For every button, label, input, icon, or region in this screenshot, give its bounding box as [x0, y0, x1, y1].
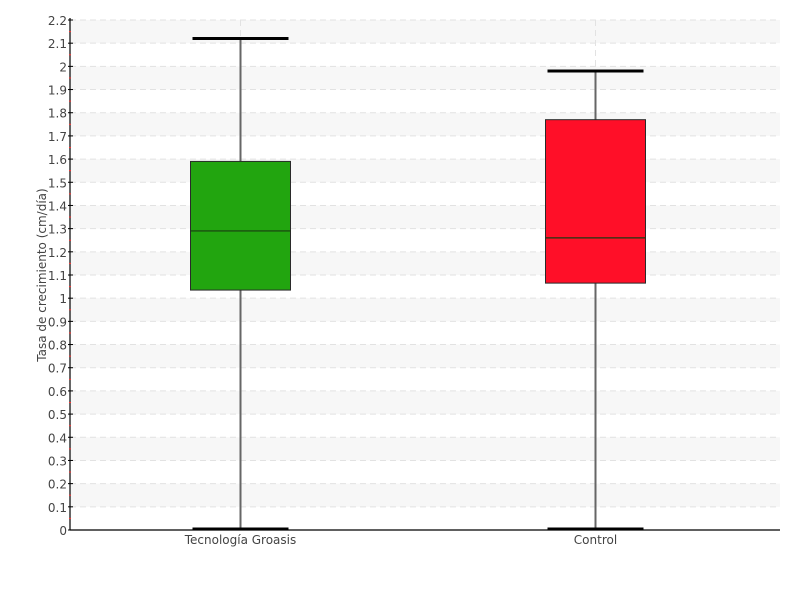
- grid-band: [70, 344, 780, 368]
- y-tick-label: 0.4: [48, 431, 67, 445]
- grid-band: [70, 159, 780, 183]
- y-tick-label: 2: [59, 60, 67, 74]
- grid-band: [70, 483, 780, 507]
- x-tick-label: Control: [574, 533, 617, 547]
- y-tick-label: 1: [59, 292, 67, 306]
- y-tick-label: 1.1: [48, 269, 67, 283]
- grid-band: [70, 66, 780, 90]
- grid-band: [70, 298, 780, 322]
- y-tick-label: 2.1: [48, 37, 67, 51]
- y-tick-label: 0.6: [48, 385, 67, 399]
- grid-band: [70, 205, 780, 229]
- y-tick-label: 0: [59, 524, 67, 538]
- grid-band: [70, 112, 780, 136]
- y-tick-label: 0.9: [48, 315, 67, 329]
- y-tick-label: 2.2: [48, 14, 67, 28]
- grid-band: [70, 251, 780, 275]
- y-axis-label: Tasa de crecimiento (cm/día): [35, 188, 49, 362]
- y-tick-label: 1.6: [48, 153, 67, 167]
- box: [190, 160, 291, 291]
- y-tick-label: 1.5: [48, 176, 67, 190]
- y-tick-label: 1.8: [48, 107, 67, 121]
- box: [545, 119, 646, 284]
- y-tick-label: 1.4: [48, 199, 67, 213]
- grid-band: [70, 390, 780, 415]
- y-tick-label: 0.5: [48, 408, 67, 422]
- grid-band: [70, 437, 780, 461]
- y-tick-label: 0.3: [48, 454, 67, 468]
- grid-bands: [70, 20, 780, 507]
- y-tick-label: 0.8: [48, 339, 67, 353]
- y-tick-label: 1.9: [48, 84, 67, 98]
- axes: Tecnología Groasis Control 0 0.1 0.2 0.3 0.4 0.…: [48, 14, 780, 547]
- boxes: [190, 37, 646, 531]
- y-tick-label: 0.2: [48, 478, 67, 492]
- gridlines: [70, 19, 780, 530]
- y-tick-label: 0.7: [48, 362, 67, 376]
- y-tick-label: 0.1: [48, 501, 67, 515]
- x-tick-label: Tecnología Groasis: [184, 533, 297, 547]
- y-tick-label: 1.2: [48, 246, 67, 260]
- y-tick-label: 1.7: [48, 130, 67, 144]
- y-tick-label: 1.3: [48, 223, 67, 237]
- grid-band: [70, 20, 780, 44]
